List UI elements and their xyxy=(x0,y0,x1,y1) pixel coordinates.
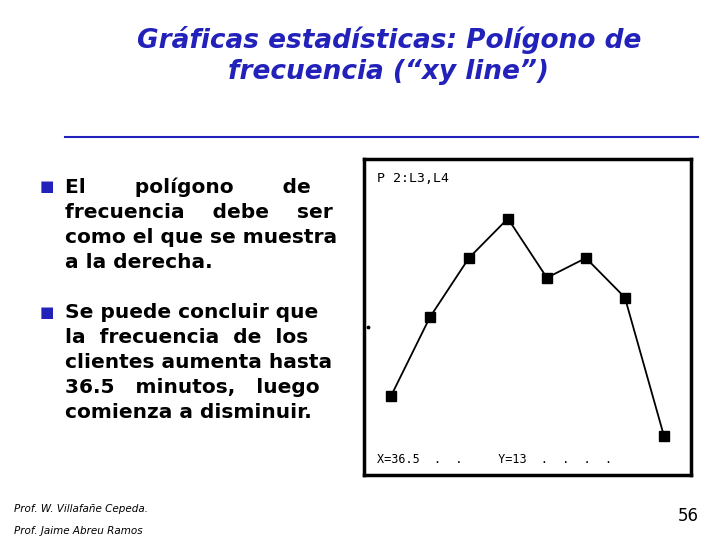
Text: P 2:L3,L4: P 2:L3,L4 xyxy=(377,172,449,185)
Text: 56: 56 xyxy=(678,507,698,525)
Text: Prof. Jaime Abreu Ramos: Prof. Jaime Abreu Ramos xyxy=(14,526,143,536)
Text: ■: ■ xyxy=(40,305,54,320)
Text: ■: ■ xyxy=(40,179,54,194)
Text: El       polígono       de
frecuencia    debe    ser
como el que se muestra
a la: El polígono de frecuencia debe ser como … xyxy=(65,178,337,272)
Text: Se puede concluir que
la  frecuencia  de  los
clientes aumenta hasta
36.5   minu: Se puede concluir que la frecuencia de l… xyxy=(65,303,332,422)
Text: X=36.5  .  .     Y=13  .  .  .  .: X=36.5 . . Y=13 . . . . xyxy=(377,453,612,465)
Text: Prof. W. Villafañe Cepeda.: Prof. W. Villafañe Cepeda. xyxy=(14,503,148,514)
Text: Gráficas estadísticas: Polígono de
frecuencia (“xy line”): Gráficas estadísticas: Polígono de frecu… xyxy=(137,26,641,85)
